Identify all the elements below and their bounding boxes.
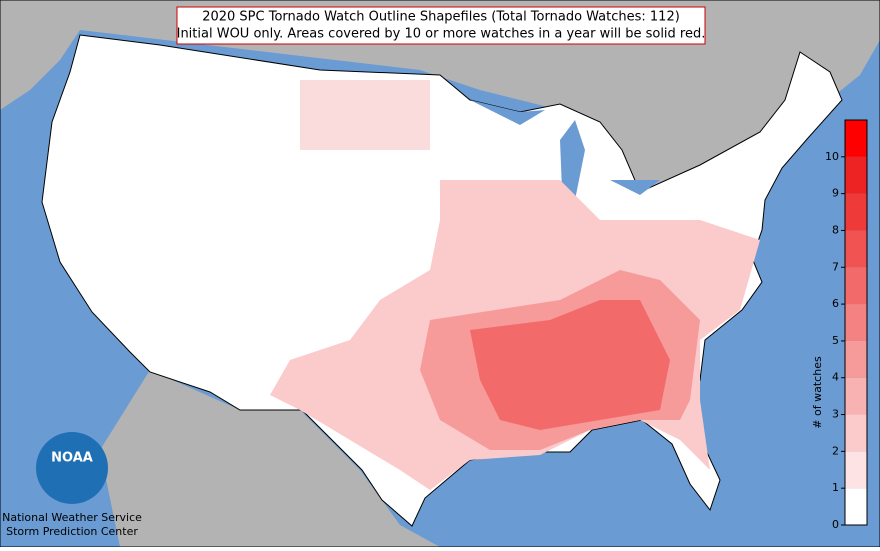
noaa-logo [36,432,108,504]
colorbar-tick-label: 8 [832,223,839,236]
colorbar-tick-label: 2 [832,444,839,457]
colorbar-tick-label: 7 [832,260,839,273]
colorbar-label: # of watches [811,356,824,429]
great-lakes [470,100,660,200]
noaa-logo-text: NOAA [51,451,93,466]
colorbar-tick-label: 4 [832,371,839,384]
title-line: Initial WOU only. Areas covered by 10 or… [177,27,706,42]
canada [0,0,880,200]
colorbar-segment [845,414,867,452]
colorbar-tick-label: 6 [832,297,839,310]
colorbar-segment [845,156,867,194]
colorbar-segment [845,304,867,341]
colorbar-segment [845,377,867,415]
colorbar-tick-label: 10 [825,150,839,163]
colorbar-segment [845,451,867,489]
colorbar-segment [845,193,867,231]
title-box [176,6,706,45]
colorbar-segment [845,340,867,378]
colorbar-frame [844,119,868,526]
colorbar-segment [845,230,867,268]
colorbar-tick-label: 0 [832,518,839,531]
colorbar-tick-label: 5 [832,334,839,347]
colorbar-tick-label: 9 [832,187,839,200]
colorbar-tick-label: 3 [832,408,839,421]
watch-shading [270,80,760,490]
title-line: 2020 SPC Tornado Watch Outline Shapefile… [202,10,680,25]
colorbar-tick-label: 1 [832,481,839,494]
colorbar-segment [845,120,867,157]
credit-line: National Weather Service [2,511,142,524]
shading-north-plains [300,80,430,150]
colorbar-segment [845,488,867,525]
credit-line: Storm Prediction Center [6,525,138,538]
colorbar-segment [845,267,867,305]
shading-dixie [470,300,670,430]
mexico [100,370,440,547]
